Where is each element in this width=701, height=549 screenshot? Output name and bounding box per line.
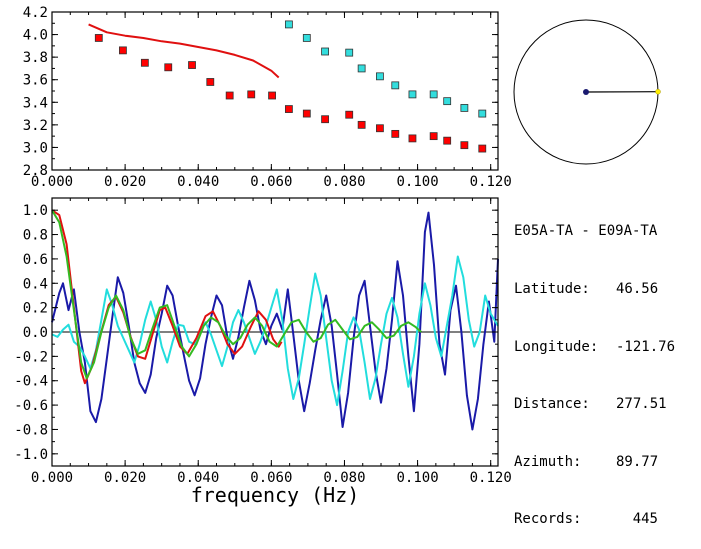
azimuth-label: Azimuth: — [514, 453, 616, 472]
data-point — [392, 82, 399, 89]
y-tick-label: 0.8 — [23, 228, 48, 244]
y-tick-label: 3.0 — [23, 140, 48, 156]
data-point — [189, 62, 196, 69]
data-point — [392, 130, 399, 137]
y-tick-label: 4.0 — [23, 28, 48, 44]
data-point — [430, 91, 437, 98]
data-point — [376, 73, 383, 80]
data-point — [95, 34, 102, 41]
azimuth-value: 89.77 — [616, 453, 658, 472]
x-axis-label: frequency (Hz) — [191, 483, 360, 507]
data-point — [269, 92, 276, 99]
y-tick-label: -0.4 — [14, 374, 48, 390]
station-pair: E05A-TA - E09A-TA — [514, 222, 658, 241]
x-tick-label: 0.080 — [323, 174, 365, 190]
distance-row: Distance:277.51 — [514, 395, 658, 414]
data-point — [479, 110, 486, 117]
y-tick-label: 3.6 — [23, 73, 48, 89]
x-tick-label: 0.120 — [470, 174, 512, 190]
data-point — [346, 49, 353, 56]
y-tick-label: -0.8 — [14, 422, 48, 438]
y-tick-label: -0.6 — [14, 398, 48, 414]
data-point — [248, 91, 255, 98]
data-point — [409, 91, 416, 98]
data-point — [409, 135, 416, 142]
records-label: Records: — [514, 510, 616, 529]
longitude-row: Longitude:-121.76 — [514, 338, 658, 357]
distance-value: 277.51 — [616, 395, 658, 414]
y-tick-label: 0.0 — [23, 325, 48, 341]
data-point — [444, 137, 451, 144]
data-point — [285, 21, 292, 28]
data-point — [303, 110, 310, 117]
x-tick-label: 0.100 — [396, 470, 438, 486]
series-line — [52, 213, 498, 430]
azimuth-row: Azimuth:89.77 — [514, 453, 658, 472]
data-point — [322, 48, 329, 55]
records-value: 445 — [616, 510, 658, 529]
y-tick-label: 3.2 — [23, 118, 48, 134]
data-point — [358, 121, 365, 128]
x-tick-label: 0.000 — [31, 470, 73, 486]
records-row: Records:445 — [514, 510, 658, 529]
station-origin-dot — [583, 89, 589, 95]
data-point — [430, 133, 437, 140]
station-info: E05A-TA - E09A-TA Latitude:46.56 Longitu… — [514, 184, 658, 549]
latitude-value: 46.56 — [616, 280, 658, 299]
y-tick-label: -0.2 — [14, 349, 48, 365]
data-point — [119, 47, 126, 54]
x-tick-label: 0.120 — [470, 470, 512, 486]
y-tick-label: 0.4 — [23, 276, 48, 292]
y-tick-label: 4.2 — [23, 5, 48, 21]
data-point — [226, 92, 233, 99]
station-target-dot — [655, 89, 660, 94]
y-tick-label: 0.2 — [23, 301, 48, 317]
latitude-row: Latitude:46.56 — [514, 280, 658, 299]
data-point — [376, 125, 383, 132]
data-point — [165, 64, 172, 71]
data-point — [346, 111, 353, 118]
longitude-label: Longitude: — [514, 338, 616, 357]
x-tick-label: 0.020 — [104, 174, 146, 190]
y-tick-label: -1.0 — [14, 447, 48, 463]
azimuth-compass — [514, 20, 660, 164]
x-tick-label: 0.100 — [396, 174, 438, 190]
y-tick-label: 3.4 — [23, 95, 48, 111]
data-point — [444, 98, 451, 105]
longitude-value: -121.76 — [616, 338, 658, 357]
data-point — [141, 59, 148, 66]
data-point — [285, 106, 292, 113]
y-tick-label: 3.8 — [23, 50, 48, 66]
data-point — [322, 116, 329, 123]
y-tick-label: 1.0 — [23, 203, 48, 219]
distance-label: Distance: — [514, 395, 616, 414]
data-point — [207, 78, 214, 85]
series-line — [89, 24, 279, 77]
series-line — [52, 210, 282, 383]
y-tick-label: 2.8 — [23, 163, 48, 179]
x-tick-label: 0.020 — [104, 470, 146, 486]
y-tick-label: 0.6 — [23, 252, 48, 268]
x-tick-label: 0.060 — [250, 174, 292, 190]
x-tick-label: 0.040 — [177, 174, 219, 190]
latitude-label: Latitude: — [514, 280, 616, 299]
data-point — [479, 145, 486, 152]
data-point — [461, 142, 468, 149]
data-point — [303, 34, 310, 41]
data-point — [461, 104, 468, 111]
data-point — [358, 65, 365, 72]
